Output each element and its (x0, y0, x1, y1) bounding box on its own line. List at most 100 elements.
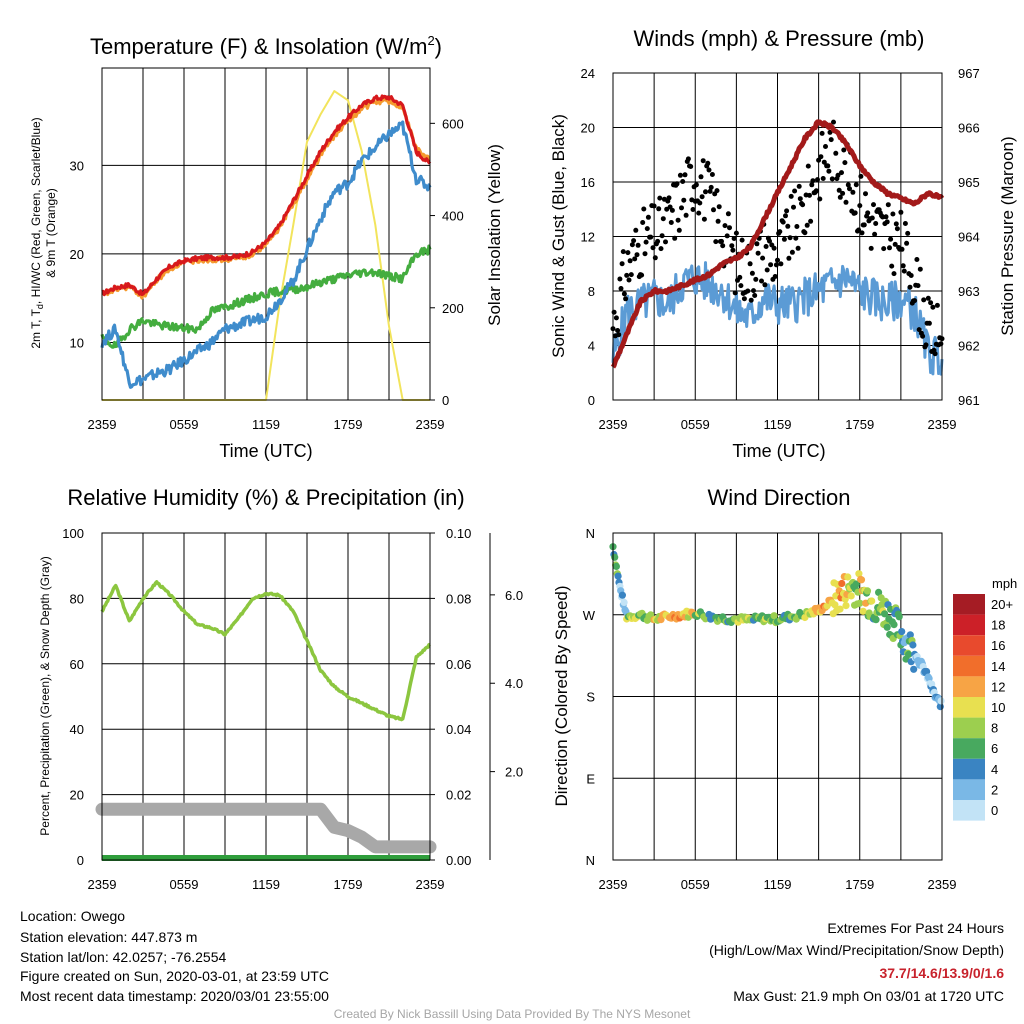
winds-gust-point (749, 270, 755, 276)
winds-gust-point (666, 195, 672, 201)
footer-elevation: Station elevation: 447.873 m (20, 929, 197, 945)
winds-gust-point (741, 296, 747, 302)
winds-gust-point (904, 240, 910, 246)
max-gust: Max Gust: 21.9 mph On 03/01 at 1720 UTC (733, 988, 1004, 1004)
direction-y-label: Direction (Colored By Speed) (552, 585, 571, 806)
winds-gust-point (707, 188, 713, 194)
winds-gust-point (826, 168, 832, 174)
winds-gust-point (853, 182, 859, 188)
winds-gust-point (794, 224, 800, 229)
winds-x-tick-label: 1759 (845, 417, 874, 432)
winds-gust-point (828, 137, 834, 143)
winds-gust-point (651, 203, 657, 209)
temperature-frame (101, 67, 431, 401)
winds-gust-point (835, 172, 841, 178)
humidity-x-tick-label: 0559 (170, 877, 199, 892)
legend-label: 6 (991, 741, 998, 756)
winds-gust-point (708, 184, 714, 190)
winds-y2-tick-label: 966 (958, 121, 980, 136)
direction-point (618, 591, 627, 599)
legend-swatch (953, 614, 985, 636)
winds-gust-point (934, 302, 940, 308)
winds-gust-point (843, 199, 849, 205)
winds-gust-point (810, 178, 816, 184)
winds-series-sonic-wind (611, 261, 944, 376)
winds-gust-point (716, 204, 722, 210)
direction-y-tick-label: E (586, 771, 595, 786)
winds-gust-point (699, 194, 705, 200)
winds-gust-point (725, 211, 731, 217)
legend-label: 8 (991, 721, 998, 736)
winds-gust-point (624, 272, 630, 278)
winds-gust-point (925, 295, 931, 301)
winds-gust-point (715, 218, 721, 224)
winds-gust-point (938, 341, 944, 347)
winds-gust-point (836, 187, 842, 193)
winds-y2-tick-label: 961 (958, 393, 980, 408)
winds-gust-point (786, 255, 792, 261)
winds-y-tick-label: 16 (581, 175, 595, 190)
winds-gust-point (797, 196, 803, 202)
legend-label: 20+ (991, 597, 1013, 612)
winds-gust-point (884, 219, 890, 225)
direction-point (852, 580, 860, 588)
winds-gust-point (682, 172, 688, 178)
winds-gust-point (809, 182, 815, 188)
winds-gust-point (845, 182, 851, 188)
humidity-series-snow-depth (95, 802, 437, 854)
winds-gust-point (659, 233, 665, 239)
temperature-x-tick-label: 0559 (170, 417, 199, 432)
winds-gust-point (675, 217, 681, 223)
humidity-y-tick-label: 20 (70, 788, 84, 803)
humidity-x-tick-label: 1759 (334, 877, 363, 892)
winds-gust-point (700, 158, 706, 164)
winds-gust-point (738, 283, 744, 289)
direction-point (937, 697, 945, 705)
winds-gust-point (626, 277, 632, 283)
winds-gust-point (891, 271, 897, 277)
winds-gust-point (641, 206, 647, 212)
winds-gust-point (652, 255, 658, 261)
winds-gust-point (852, 210, 858, 216)
winds-gust-point (915, 283, 921, 289)
winds-gust-point (731, 236, 737, 241)
winds-gust-point (787, 235, 793, 241)
direction-point (890, 621, 898, 629)
winds-plot: 2359 0559 1159 1759 2359 0 4 8 12 16 20 24 961 962 963… (581, 66, 980, 432)
winds-gust-point (840, 190, 846, 196)
winds-panel-title: Winds (mph) & Pressure (mb) (634, 26, 925, 51)
winds-gust-point (916, 327, 922, 333)
winds-gust-point (617, 276, 623, 282)
direction-point (872, 616, 880, 624)
winds-gust-point (701, 216, 707, 222)
winds-gust-point (739, 237, 745, 243)
winds-gust-point (623, 296, 629, 302)
legend-label: 4 (991, 762, 998, 777)
winds-gust-point (709, 172, 715, 177)
winds-gust-point (621, 291, 627, 297)
winds-gust-point (869, 215, 875, 221)
direction-y-tick-label: N (586, 853, 595, 868)
winds-gust-point (856, 227, 862, 233)
winds-gust-point (732, 290, 738, 296)
winds-gust-point (737, 274, 743, 280)
winds-gust-point (628, 272, 634, 278)
temperature-x-tick-label: 2359 (88, 417, 117, 432)
direction-y-tick-label: W (583, 608, 596, 623)
temperature-plot: 2359 0559 1159 1759 2359 10 20 30 0 200 400 600 (70, 67, 464, 432)
footer-location: Location: Owego (20, 908, 125, 924)
winds-gust-point (841, 147, 847, 153)
winds-gust-point (613, 315, 619, 321)
humidity-y2-tick-label: 0.02 (446, 788, 471, 803)
winds-gust-point (900, 263, 906, 269)
winds-gust-point (783, 213, 788, 219)
winds-gust-point (632, 256, 638, 262)
winds-gust-point (697, 200, 703, 206)
direction-point (844, 573, 852, 581)
winds-gust-point (616, 332, 622, 338)
winds-gust-point (680, 179, 686, 184)
temperature-panel-title: Temperature (F) & Insolation (W/m2) (90, 33, 442, 59)
winds-gust-point (791, 204, 796, 210)
winds-gust-point (747, 261, 753, 267)
legend-swatch (953, 635, 985, 656)
